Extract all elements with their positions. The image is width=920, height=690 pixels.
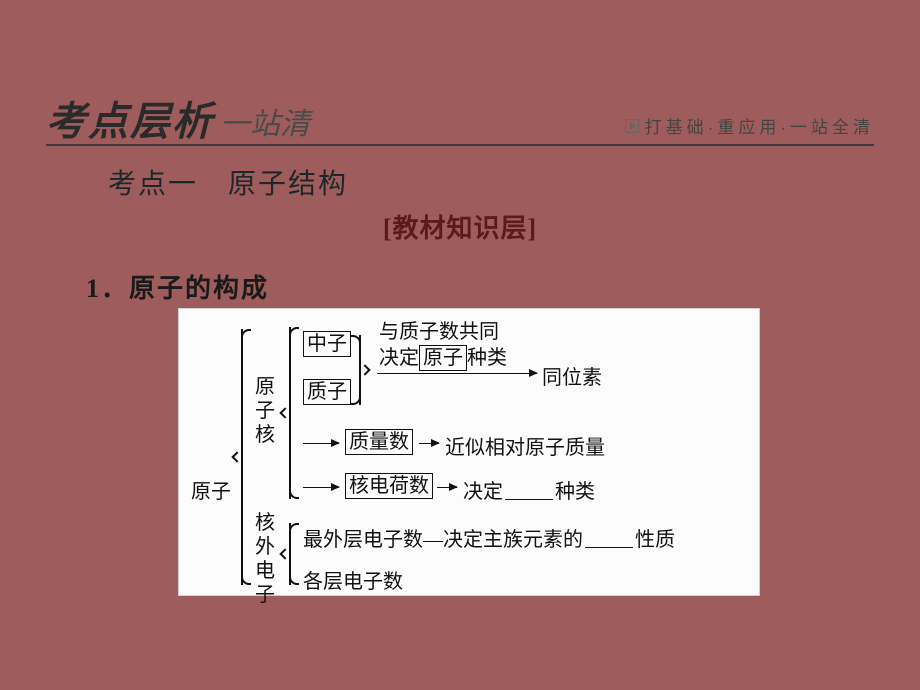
text-share: 与质子数共同 <box>379 315 499 344</box>
text-mass-approx: 近似相对原子质量 <box>445 431 605 460</box>
arrow-charge-2 <box>437 487 457 488</box>
node-mass: 质量数 <box>345 429 413 455</box>
header: 考点层析 一站清 打基础·重应用·一站全清 <box>46 86 874 142</box>
tagline-text: 打基础·重应用·一站全清 <box>645 113 874 138</box>
text-each-layer: 各层电子数 <box>303 565 403 594</box>
text-decide-atom: 决定原子种类 <box>379 341 507 371</box>
node-isotope: 同位素 <box>542 361 602 390</box>
header-divider <box>46 144 874 146</box>
arrow-mass-2 <box>419 443 439 444</box>
tagline: 打基础·重应用·一站全清 <box>625 113 874 138</box>
topic-heading: 考点一 原子结构 <box>108 162 348 202</box>
bracket-title: [教材知识层] <box>0 208 920 245</box>
title-sub: 一站清 <box>220 110 310 140</box>
slide: 考点层析 一站清 打基础·重应用·一站全清 考点一 原子结构 [教材知识层] 1… <box>0 0 920 690</box>
node-atom-root: 原子 <box>191 475 231 504</box>
brace-root <box>241 329 243 585</box>
node-neutron: 中子 <box>303 331 351 357</box>
title-main: 考点层析 <box>46 102 214 142</box>
node-electrons: 核外电子 <box>255 511 275 607</box>
arrow-isotope <box>377 373 537 374</box>
brace-electrons <box>289 523 291 585</box>
text-outer-electrons: 最外层电子数—决定主族元素的性质 <box>303 523 675 552</box>
arrow-charge-1 <box>303 487 339 488</box>
atom-diagram: 原子 原子核 核外电子 中子 质子 与质子数共同 决定原子种类 同位素 <box>178 308 760 596</box>
arrow-mass-1 <box>303 443 339 444</box>
point-heading: 1．原子的构成 <box>86 268 269 305</box>
title-group: 考点层析 一站清 <box>46 102 310 142</box>
play-icon <box>625 119 639 133</box>
brace-np-close <box>359 335 361 405</box>
brace-nucleus <box>289 327 291 499</box>
node-proton: 质子 <box>303 379 351 405</box>
text-charge-decide: 决定种类 <box>463 475 595 504</box>
node-nucleus: 原子核 <box>255 375 275 447</box>
node-charge: 核电荷数 <box>345 473 433 499</box>
